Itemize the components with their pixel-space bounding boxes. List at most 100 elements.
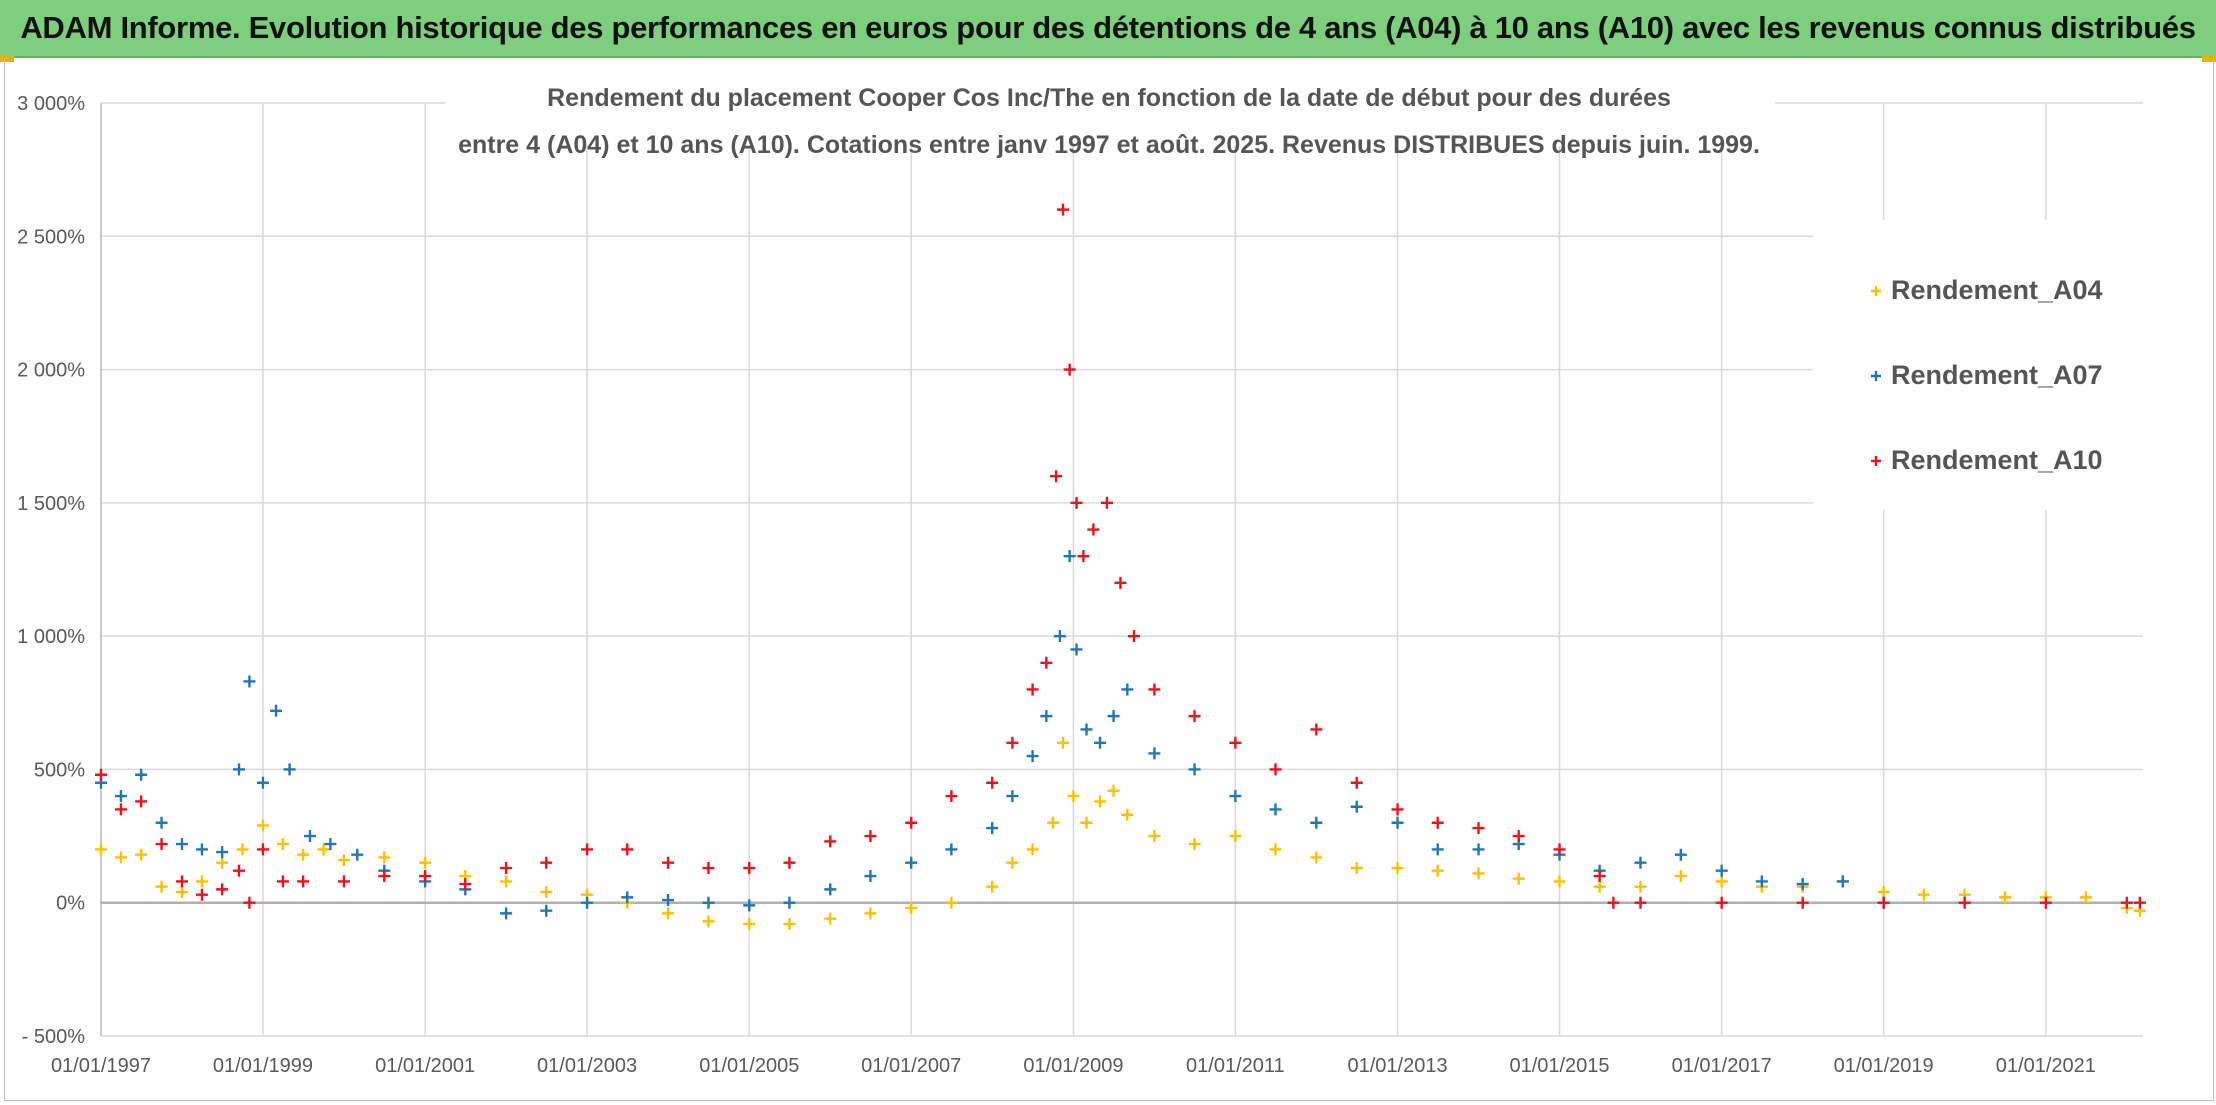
chart-title-background bbox=[445, 62, 1775, 146]
x-tick-label: 01/01/2017 bbox=[1672, 1055, 1772, 1077]
data-point bbox=[1431, 843, 1444, 856]
data-point bbox=[1114, 576, 1127, 589]
data-point bbox=[155, 816, 168, 829]
data-point bbox=[1472, 822, 1485, 835]
data-point bbox=[1006, 790, 1019, 803]
data-point bbox=[540, 904, 553, 917]
data-point bbox=[232, 864, 245, 877]
legend-marker bbox=[1871, 371, 1881, 381]
data-point bbox=[256, 776, 269, 789]
data-point bbox=[1958, 896, 1971, 909]
data-point bbox=[1040, 656, 1053, 669]
data-point bbox=[1121, 808, 1134, 821]
data-point bbox=[1107, 784, 1120, 797]
data-point bbox=[1006, 736, 1019, 749]
data-point bbox=[1715, 864, 1728, 877]
data-point bbox=[864, 907, 877, 920]
data-point bbox=[283, 763, 296, 776]
data-point bbox=[1310, 851, 1323, 864]
returns-scatter-chart: - 500% 0% 500% 1 000% 1 500% 2 000% 2 500% 3 00… bbox=[17, 62, 2146, 1077]
data-point bbox=[135, 848, 148, 861]
data-point bbox=[1080, 723, 1093, 736]
data-point bbox=[1188, 763, 1201, 776]
data-point bbox=[243, 675, 256, 688]
data-point bbox=[945, 790, 958, 803]
data-point bbox=[864, 870, 877, 883]
series-Rendement_A10 bbox=[95, 203, 2146, 909]
y-tick-label: 3 000% bbox=[17, 93, 85, 115]
data-point bbox=[783, 856, 796, 869]
x-tick-label: 01/01/2015 bbox=[1509, 1055, 1609, 1077]
data-point bbox=[500, 875, 513, 888]
data-point bbox=[1006, 856, 1019, 869]
data-point bbox=[702, 915, 715, 928]
data-point bbox=[905, 902, 918, 915]
data-point bbox=[1094, 795, 1107, 808]
data-point bbox=[1148, 830, 1161, 843]
data-point bbox=[1188, 710, 1201, 723]
x-tick-label: 01/01/1999 bbox=[213, 1055, 313, 1077]
legend-marker bbox=[1871, 456, 1881, 466]
data-point bbox=[114, 803, 127, 816]
legend-background bbox=[1813, 220, 2143, 510]
data-point bbox=[337, 854, 350, 867]
data-point bbox=[95, 768, 107, 781]
data-point bbox=[297, 875, 310, 888]
chart-area: - 500% 0% 500% 1 000% 1 500% 2 000% 2 500% 3 00… bbox=[4, 60, 2214, 1101]
data-point bbox=[1607, 896, 1620, 909]
x-axis-ticks: 01/01/1997 01/01/1999 01/01/2001 01/01/2003… bbox=[51, 1055, 2096, 1077]
data-point bbox=[175, 838, 188, 851]
chart-title-line1: Rendement du placement Cooper Cos Inc/Th… bbox=[547, 84, 1671, 112]
data-point bbox=[621, 843, 634, 856]
data-point bbox=[256, 819, 269, 832]
data-point bbox=[1269, 803, 1282, 816]
data-point bbox=[500, 907, 513, 920]
data-point bbox=[1056, 203, 1069, 216]
data-point bbox=[945, 843, 958, 856]
data-point bbox=[1917, 888, 1930, 901]
data-point bbox=[95, 843, 107, 856]
legend-label: Rendement_A07 bbox=[1891, 360, 2103, 390]
data-point bbox=[114, 790, 127, 803]
data-point bbox=[175, 875, 188, 888]
data-point bbox=[2079, 891, 2092, 904]
data-point bbox=[303, 830, 316, 843]
data-point bbox=[1053, 630, 1066, 643]
x-tick-label: 01/01/2003 bbox=[537, 1055, 637, 1077]
data-point bbox=[419, 856, 432, 869]
y-tick-label: 500% bbox=[34, 759, 85, 781]
data-point bbox=[276, 838, 289, 851]
data-point bbox=[1999, 891, 2011, 904]
data-point bbox=[1634, 896, 1647, 909]
data-point bbox=[1063, 363, 1076, 376]
data-point bbox=[1634, 880, 1647, 893]
data-point bbox=[1269, 843, 1282, 856]
data-point bbox=[743, 862, 756, 875]
y-tick-label: 1 000% bbox=[17, 626, 85, 648]
data-point bbox=[1674, 870, 1687, 883]
data-point bbox=[135, 768, 148, 781]
data-point bbox=[1026, 843, 1039, 856]
data-point bbox=[1077, 550, 1090, 563]
data-point bbox=[256, 843, 269, 856]
data-point bbox=[378, 870, 391, 883]
data-point bbox=[1877, 896, 1890, 909]
data-point bbox=[1391, 803, 1404, 816]
data-point bbox=[419, 870, 432, 883]
y-tick-label: 2 000% bbox=[17, 360, 85, 382]
data-point bbox=[114, 851, 127, 864]
data-point bbox=[621, 891, 634, 904]
data-point bbox=[864, 830, 877, 843]
data-point bbox=[337, 875, 350, 888]
data-point bbox=[662, 894, 675, 907]
data-point bbox=[986, 822, 999, 835]
data-point bbox=[986, 776, 999, 789]
data-point bbox=[1026, 750, 1039, 763]
data-point bbox=[824, 883, 837, 896]
y-tick-label: 2 500% bbox=[17, 226, 85, 248]
data-point bbox=[1127, 630, 1140, 643]
x-tick-label: 01/01/2011 bbox=[1186, 1055, 1285, 1077]
x-tick-label: 01/01/2021 bbox=[1996, 1055, 2096, 1077]
chart-legend: Rendement_A04 Rendement_A07 Rendement_A10 bbox=[1813, 220, 2143, 510]
data-point bbox=[1877, 886, 1890, 899]
